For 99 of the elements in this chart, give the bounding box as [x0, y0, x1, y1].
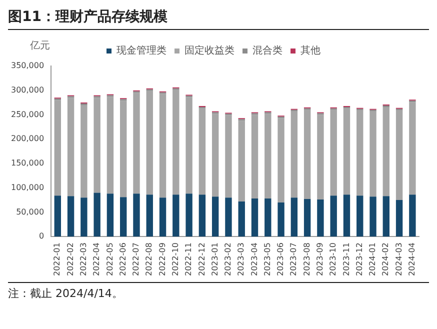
x-tick-label: 2023-05	[262, 242, 272, 276]
x-tick-label: 2024-02	[381, 242, 390, 276]
x-tick-label: 2022-10	[170, 242, 180, 276]
bar	[356, 196, 364, 237]
bar	[356, 110, 364, 196]
bar	[370, 196, 376, 237]
x-tick-label: 2022-09	[158, 242, 167, 276]
bar	[409, 194, 416, 237]
bar	[159, 198, 166, 237]
x-tick-label: 2023-12	[354, 242, 364, 276]
x-tick-label: 2022-08	[144, 242, 154, 276]
bar	[94, 192, 100, 237]
bar	[67, 196, 74, 237]
bar	[225, 115, 232, 198]
x-tick-label: 2023-06	[276, 242, 286, 276]
bar	[370, 111, 376, 197]
x-tick-label: 2024-01	[368, 242, 378, 276]
x-tick-label: 2022-11	[184, 242, 194, 276]
bar	[409, 102, 416, 195]
x-tick-label: 2023-07	[289, 242, 298, 276]
legend-label: 混合类	[252, 44, 282, 57]
y-tick-label: 50,000	[16, 207, 44, 216]
bar	[264, 114, 272, 199]
bar	[54, 196, 62, 237]
x-tick-label: 2023-02	[224, 242, 233, 276]
bar	[264, 198, 272, 237]
chart-title: 图11：理财产品存续规模	[8, 8, 429, 30]
bar	[238, 201, 245, 237]
x-tick-label: 2022-02	[66, 242, 75, 276]
bar	[159, 94, 166, 198]
bar	[382, 106, 390, 196]
bar	[251, 114, 258, 199]
bar	[172, 90, 180, 195]
x-tick-label: 2023-03	[236, 242, 246, 276]
x-tick-label: 2023-10	[328, 242, 338, 276]
bar	[317, 114, 324, 200]
x-tick-label: 2022-01	[52, 242, 62, 276]
y-tick-label: 150,000	[10, 158, 44, 168]
bar	[120, 100, 127, 198]
y-tick-label: 100,000	[10, 182, 44, 192]
bar	[238, 120, 245, 202]
bar	[330, 110, 337, 196]
bar	[186, 194, 192, 237]
bar	[278, 202, 284, 237]
y-tick-label: 350,000	[10, 61, 44, 70]
bar	[396, 110, 403, 200]
x-tick-label: 2024-03	[394, 242, 404, 276]
x-tick-label: 2022-05	[105, 242, 114, 276]
bar	[225, 198, 232, 237]
bar	[133, 92, 140, 194]
bar	[186, 97, 192, 194]
bar	[106, 194, 114, 237]
x-tick-label: 2023-11	[342, 242, 351, 276]
bar	[212, 196, 219, 237]
bar	[290, 198, 298, 237]
legend-label: 固定收益类	[184, 44, 234, 57]
y-tick-label: 300,000	[10, 85, 44, 94]
bar	[106, 96, 114, 194]
text: 注：截止 2024/4/14。	[8, 286, 124, 301]
bar	[80, 104, 88, 198]
x-tick-label: 2022-06	[118, 242, 128, 276]
legend-label: 现金管理类	[116, 44, 166, 57]
bar	[396, 200, 403, 237]
bar	[330, 196, 337, 237]
bar	[54, 100, 62, 196]
y-tick-label: 200,000	[10, 134, 44, 144]
y-tick-label: 250,000	[10, 110, 44, 119]
bar	[133, 194, 140, 237]
bar	[146, 194, 153, 237]
bar	[317, 200, 324, 237]
x-tick-label: 2023-08	[302, 242, 312, 276]
legend-label: 其他	[300, 44, 320, 57]
bar	[278, 118, 284, 202]
bar	[343, 194, 350, 237]
bar	[172, 194, 180, 237]
bar	[290, 111, 298, 198]
x-tick-label: 2022-07	[132, 242, 141, 276]
x-tick-label: 2023-01	[210, 242, 220, 276]
bar	[120, 197, 127, 237]
bar	[304, 110, 311, 200]
bar	[382, 196, 390, 237]
bar	[146, 90, 153, 195]
bar	[67, 98, 74, 196]
bar	[94, 98, 100, 193]
x-tick-label: 2023-09	[316, 242, 325, 276]
bar	[198, 194, 206, 237]
x-tick-label: 2022-12	[197, 242, 206, 276]
bar	[343, 108, 350, 195]
x-tick-label: 2022-04	[92, 242, 102, 276]
y-tick-label: 0	[38, 232, 44, 241]
bar	[251, 198, 258, 237]
x-tick-label: 2023-04	[250, 242, 259, 276]
x-tick-label: 2022-03	[79, 242, 88, 276]
bar	[80, 198, 88, 237]
x-tick-label: 2024-04	[408, 242, 417, 276]
bar	[304, 199, 311, 237]
bar	[198, 108, 206, 195]
y-axis-title: 亿元	[29, 40, 50, 52]
bar	[212, 114, 219, 197]
